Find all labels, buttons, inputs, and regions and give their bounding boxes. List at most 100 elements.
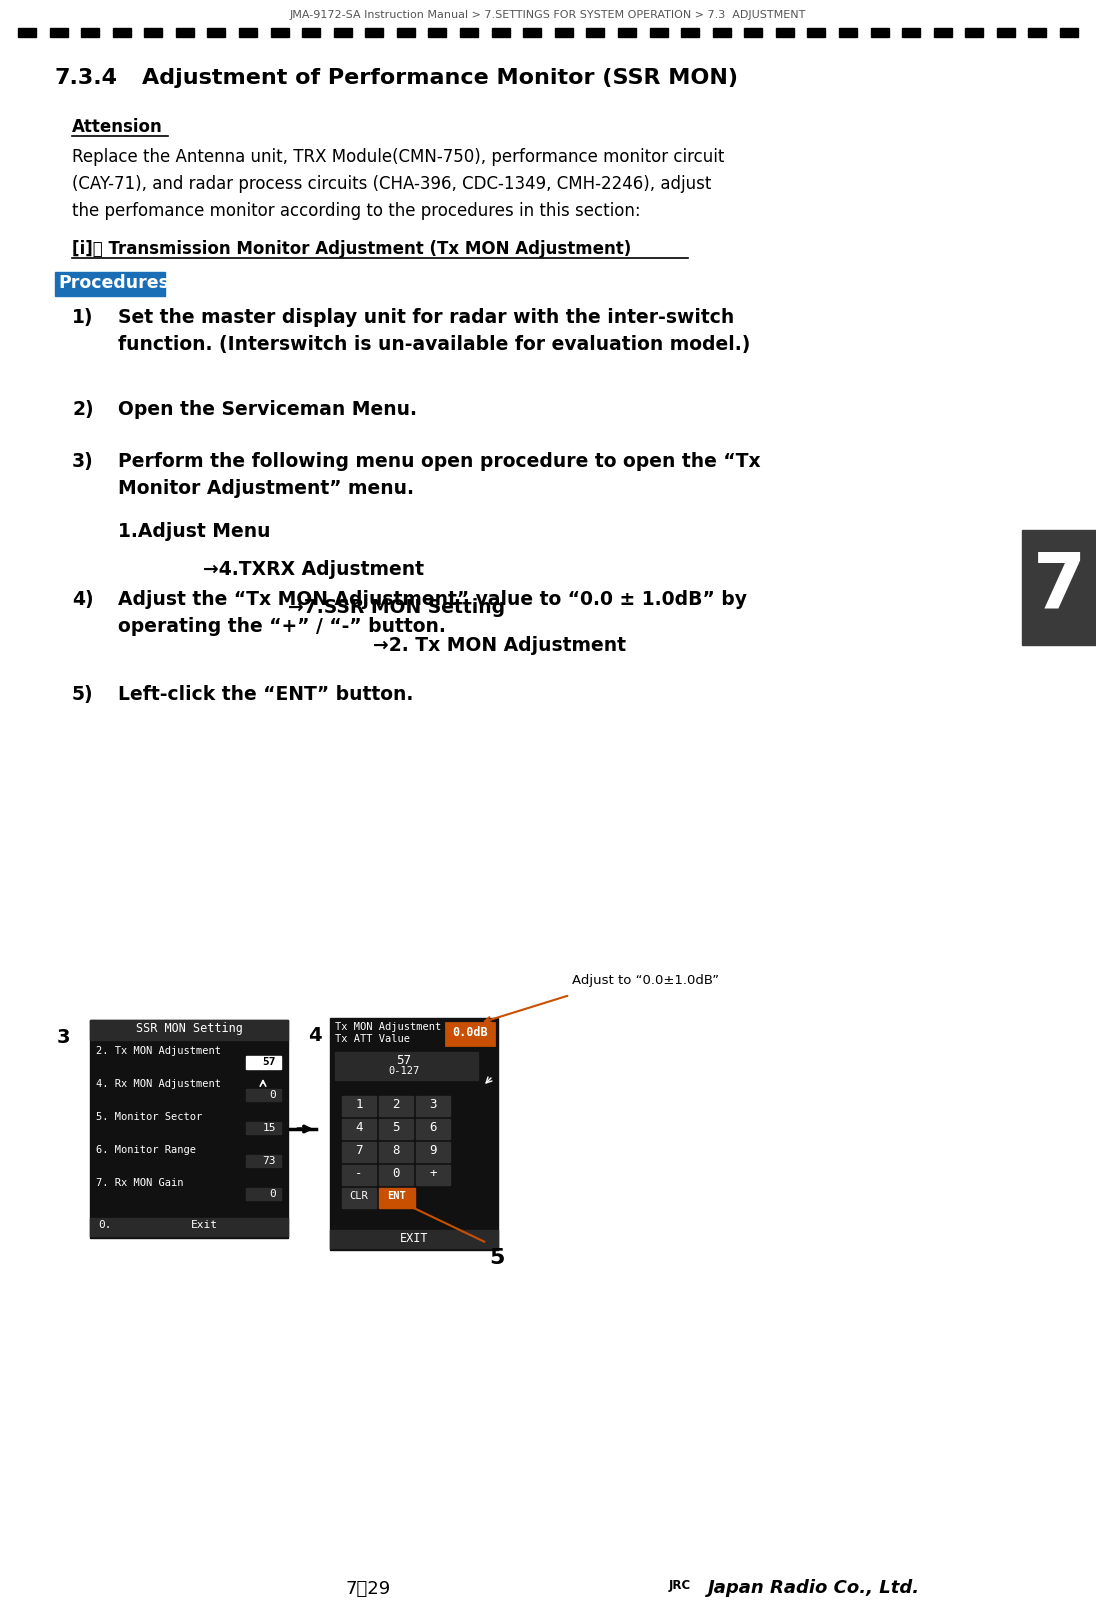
Bar (429, 28, 446, 37)
Bar (934, 28, 951, 37)
Bar (379, 1142, 413, 1162)
Text: Adjustment of Performance Monitor (SSR MON): Adjustment of Performance Monitor (SSR M… (142, 68, 738, 87)
Bar (246, 1123, 281, 1134)
Text: Procedures: Procedures (58, 274, 169, 292)
Bar (379, 1187, 415, 1209)
Bar (302, 28, 320, 37)
Bar (379, 1119, 413, 1139)
Bar (334, 28, 352, 37)
Text: Replace the Antenna unit, TRX Module(CMN-750), performance monitor circuit
(CAY-: Replace the Antenna unit, TRX Module(CMN… (72, 147, 724, 220)
Text: Adjust the “Tx MON Adjustment” value to “0.0 ± 1.0dB” by
operating the “+” / “-”: Adjust the “Tx MON Adjustment” value to … (118, 590, 747, 637)
Bar (246, 1187, 281, 1200)
Text: 0.: 0. (98, 1220, 112, 1230)
Text: 0: 0 (270, 1189, 276, 1199)
Bar (335, 1051, 478, 1081)
Bar (207, 28, 226, 37)
Text: Tx ATT Value: Tx ATT Value (335, 1034, 410, 1043)
Text: →2. Tx MON Adjustment: →2. Tx MON Adjustment (373, 637, 626, 654)
Bar (966, 28, 983, 37)
Text: 15: 15 (263, 1123, 276, 1132)
Bar (397, 28, 415, 37)
Text: 6: 6 (430, 1121, 436, 1134)
Text: 7. Rx MON Gain: 7. Rx MON Gain (96, 1178, 183, 1187)
Text: 0-127: 0-127 (388, 1066, 420, 1076)
Text: Japan Radio Co., Ltd.: Japan Radio Co., Ltd. (708, 1580, 921, 1597)
Text: Attension: Attension (72, 118, 162, 136)
Bar (902, 28, 921, 37)
Text: Exit: Exit (191, 1220, 217, 1230)
Bar (808, 28, 825, 37)
Bar (997, 28, 1015, 37)
Text: 5): 5) (72, 685, 93, 705)
Text: 57: 57 (263, 1056, 276, 1068)
Text: 1): 1) (72, 308, 93, 327)
Bar (586, 28, 604, 37)
Text: 7－29: 7－29 (345, 1580, 390, 1597)
Bar (342, 1187, 376, 1209)
Bar (90, 1021, 288, 1040)
Bar (49, 28, 68, 37)
Bar (342, 1119, 376, 1139)
Text: 7: 7 (355, 1144, 363, 1157)
Bar (271, 28, 288, 37)
Text: JMA-9172-SA Instruction Manual > 7.SETTINGS FOR SYSTEM OPERATION > 7.3  ADJUSTME: JMA-9172-SA Instruction Manual > 7.SETTI… (289, 10, 807, 19)
Text: →7.SSR MON Setting: →7.SSR MON Setting (288, 598, 505, 617)
Text: 4: 4 (355, 1121, 363, 1134)
Text: SSR MON Setting: SSR MON Setting (136, 1022, 242, 1035)
Bar (555, 28, 573, 37)
Text: 0: 0 (392, 1166, 400, 1179)
Bar (175, 28, 194, 37)
Text: 2. Tx MON Adjustment: 2. Tx MON Adjustment (96, 1047, 221, 1056)
Bar (239, 28, 258, 37)
Text: Open the Serviceman Menu.: Open the Serviceman Menu. (118, 400, 416, 420)
Text: 3: 3 (430, 1098, 436, 1111)
Text: 5. Monitor Sector: 5. Monitor Sector (96, 1111, 203, 1123)
Text: 7.3.4: 7.3.4 (55, 68, 118, 87)
Bar (1028, 28, 1047, 37)
Text: Perform the following menu open procedure to open the “Tx
Monitor Adjustment” me: Perform the following menu open procedur… (118, 452, 761, 499)
Text: 0.0dB: 0.0dB (453, 1025, 488, 1038)
Bar (113, 28, 130, 37)
Text: +: + (430, 1166, 436, 1179)
Text: 4: 4 (308, 1025, 322, 1045)
Text: ENT: ENT (388, 1191, 407, 1200)
Bar (379, 1097, 413, 1116)
Bar (776, 28, 794, 37)
Bar (460, 28, 478, 37)
Bar (246, 1155, 281, 1166)
Text: JRC: JRC (669, 1580, 692, 1592)
Bar (523, 28, 541, 37)
Bar (81, 28, 99, 37)
Bar (416, 1165, 450, 1184)
Bar (342, 1142, 376, 1162)
Text: 1: 1 (355, 1098, 363, 1111)
Bar (870, 28, 889, 37)
Bar (246, 1056, 281, 1069)
Text: Adjust to “0.0±1.0dB”: Adjust to “0.0±1.0dB” (572, 974, 719, 987)
Text: 6. Monitor Range: 6. Monitor Range (96, 1145, 196, 1155)
Text: [i]　 Transmission Monitor Adjustment (Tx MON Adjustment): [i] Transmission Monitor Adjustment (Tx … (72, 240, 631, 258)
Bar (618, 28, 636, 37)
Text: 57: 57 (397, 1055, 411, 1068)
Bar (446, 1022, 494, 1045)
Bar (145, 28, 162, 37)
Bar (18, 28, 36, 37)
Text: 73: 73 (263, 1157, 276, 1166)
Bar (342, 1097, 376, 1116)
Bar (416, 1142, 450, 1162)
Bar (838, 28, 857, 37)
Bar (342, 1165, 376, 1184)
Text: 5: 5 (489, 1247, 504, 1268)
Text: →4.TXRX Adjustment: →4.TXRX Adjustment (203, 561, 424, 578)
Bar (330, 1017, 498, 1251)
Text: 3): 3) (72, 452, 94, 471)
Bar (365, 28, 384, 37)
Text: 4. Rx MON Adjustment: 4. Rx MON Adjustment (96, 1079, 221, 1089)
Text: 0: 0 (270, 1090, 276, 1100)
Text: 9: 9 (430, 1144, 436, 1157)
Bar (650, 28, 667, 37)
Bar (90, 1021, 288, 1238)
Text: 3: 3 (57, 1029, 70, 1047)
Text: 4): 4) (72, 590, 93, 609)
Text: 2): 2) (72, 400, 93, 420)
